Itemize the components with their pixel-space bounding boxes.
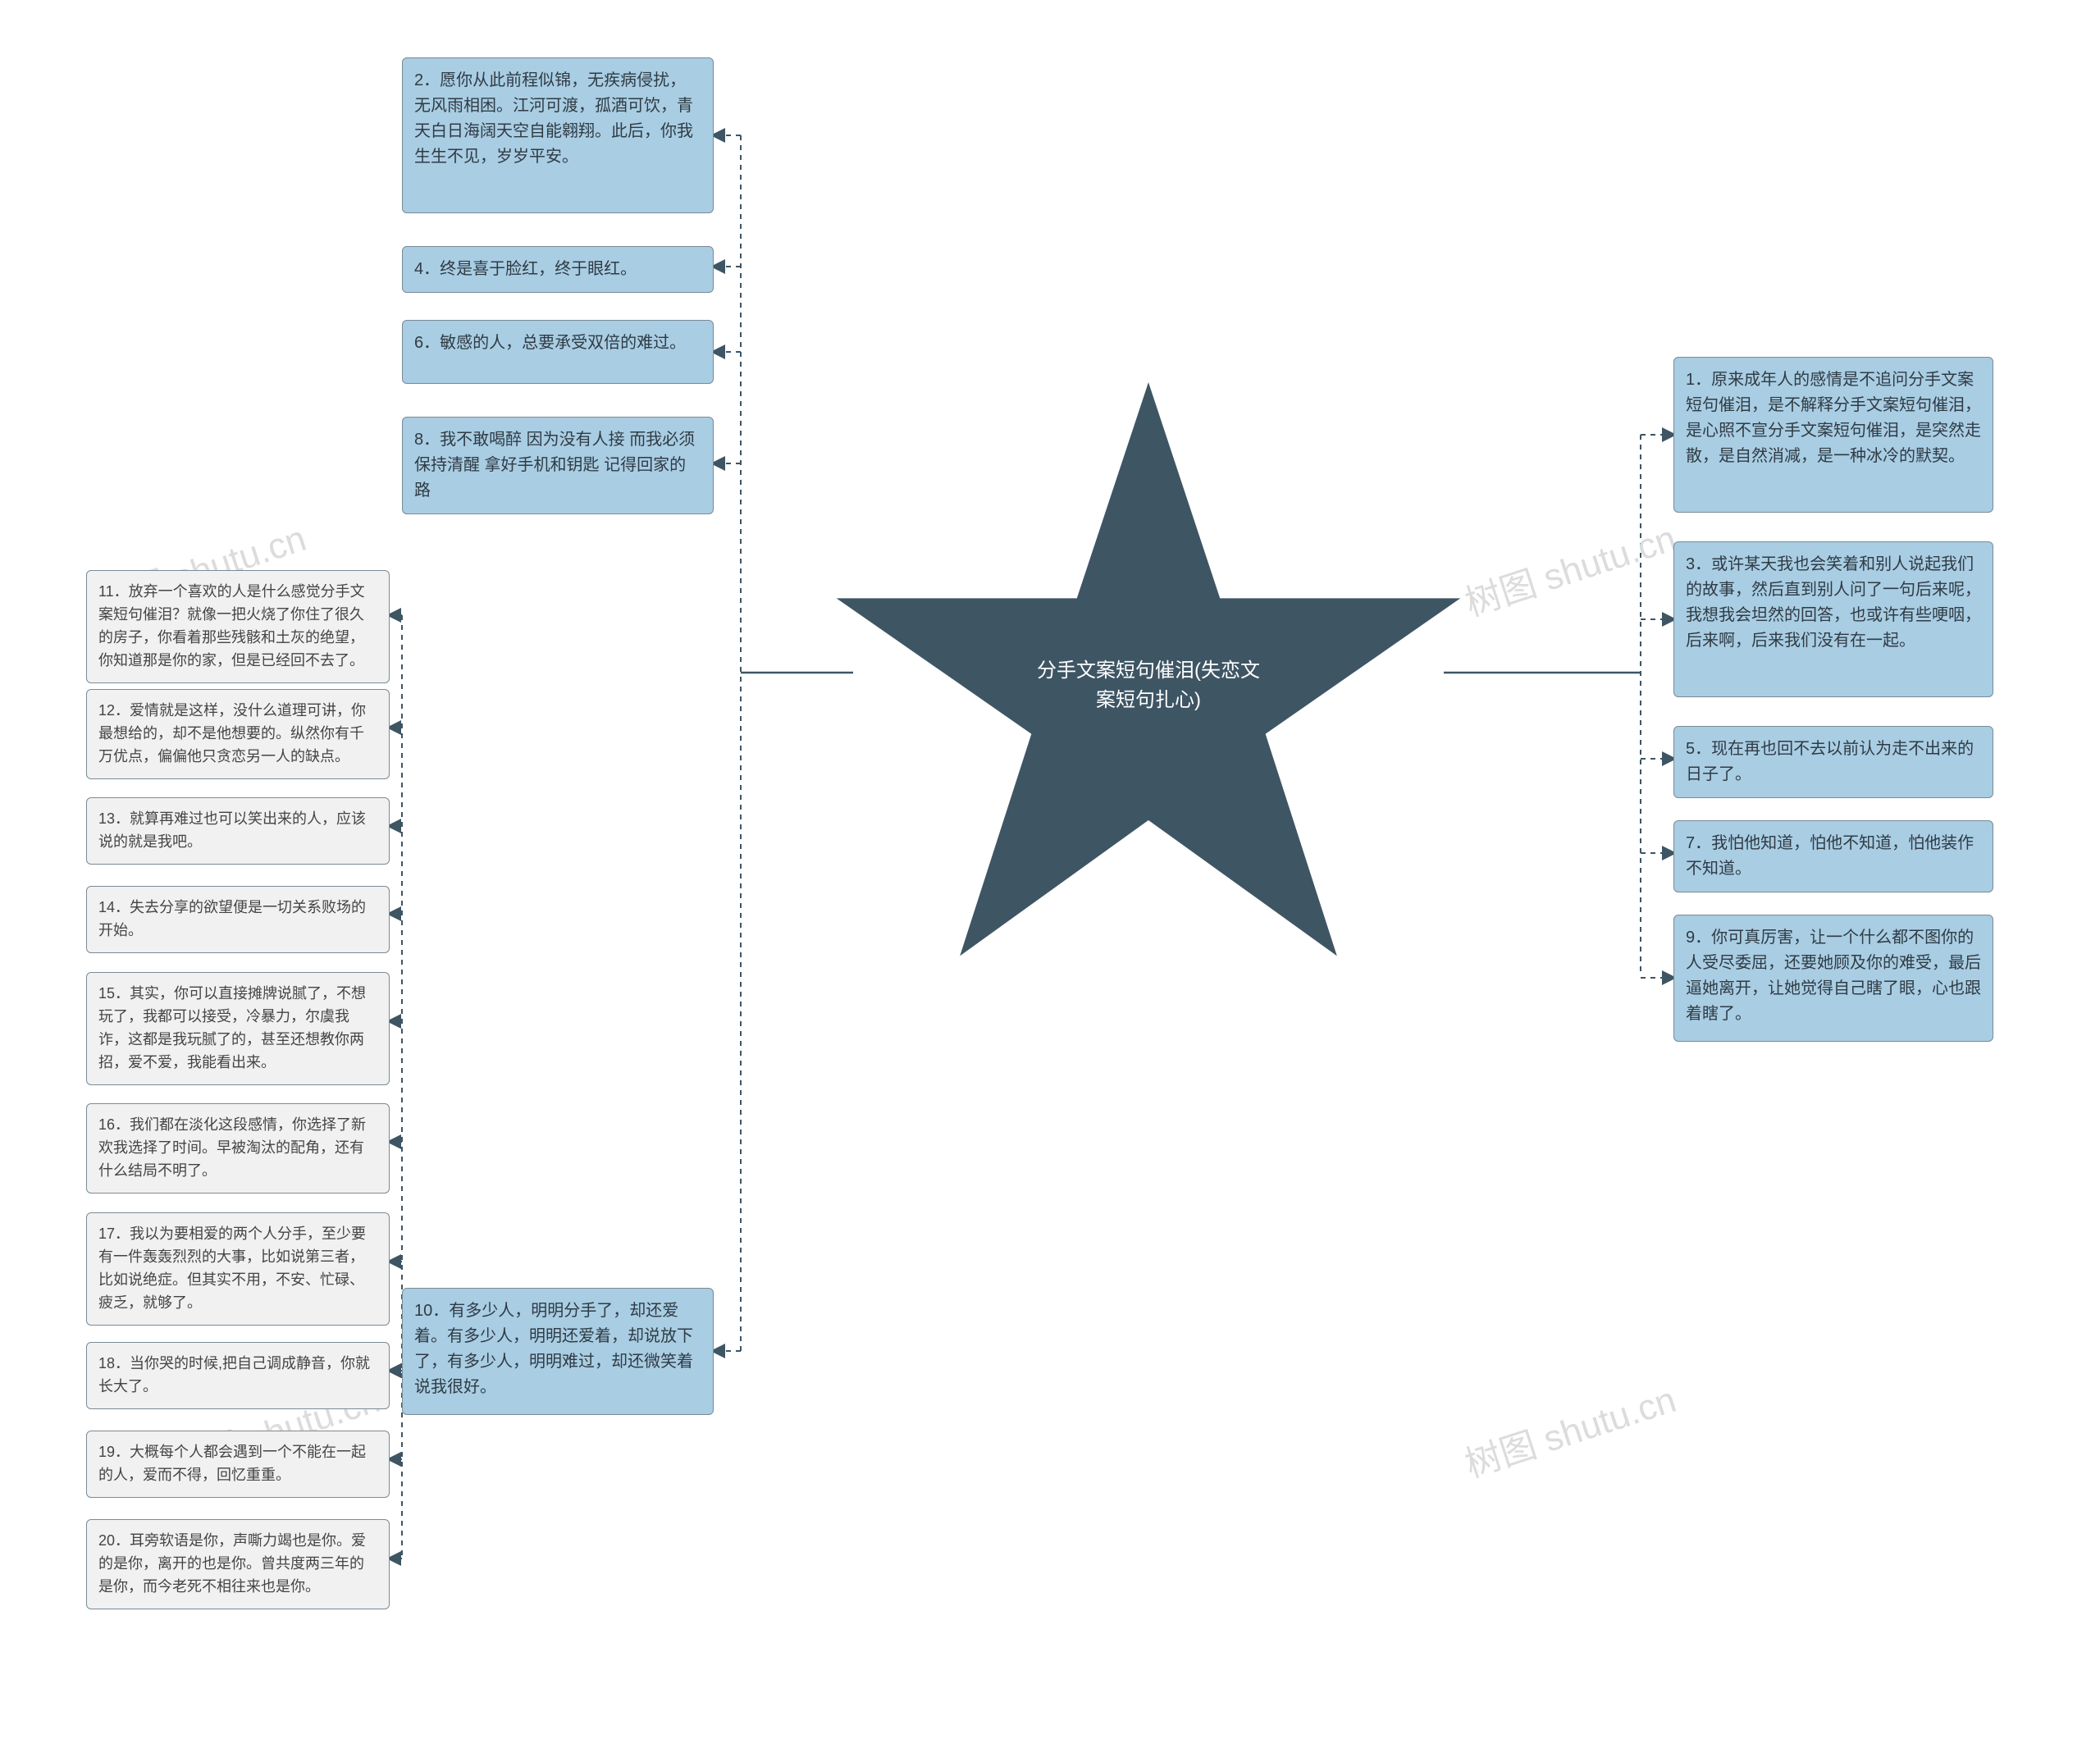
node-g11: 11．放弃一个喜欢的人是什么感觉分手文案短句催泪？就像一把火烧了你住了很久的房子… [86,570,390,683]
node-l10: 10．有多少人，明明分手了，却还爱着。有多少人，明明还爱着，却说放下了，有多少人… [402,1288,714,1415]
node-g15: 15．其实，你可以直接摊牌说腻了，不想玩了，我都可以接受，冷暴力，尔虞我诈，这都… [86,972,390,1085]
center-title: 分手文案短句催泪(失恋文案短句扎心) [1034,656,1263,715]
watermark: 树图 shutu.cn [1458,1370,1682,1487]
node-g18: 18．当你哭的时候,把自己调成静音，你就长大了。 [86,1342,390,1409]
node-r1: 1．原来成年人的感情是不追问分手文案短句催泪，是不解释分手文案短句催泪，是心照不… [1673,357,1993,513]
node-r3: 3．或许某天我也会笑着和别人说起我们的故事，然后直到别人问了一句后来呢，我想我会… [1673,541,1993,697]
node-g14: 14．失去分享的欲望便是一切关系败场的开始。 [86,886,390,953]
node-r5: 5．现在再也回不去以前认为走不出来的日子了。 [1673,726,1993,798]
node-l6: 6．敏感的人，总要承受双倍的难过。 [402,320,714,384]
watermark: 树图 shutu.cn [1458,509,1682,626]
node-r9: 9．你可真厉害，让一个什么都不图你的人受尽委屈，还要她顾及你的难受，最后逼她离开… [1673,915,1993,1042]
node-r7: 7．我怕他知道，怕他不知道，怕他装作不知道。 [1673,820,1993,892]
mindmap-canvas: 分手文案短句催泪(失恋文案短句扎心) 树图 shutu.cn 树图 shutu.c… [0,0,2100,1748]
node-g12: 12．爱情就是这样，没什么道理可讲，你最想给的，却不是他想要的。纵然你有千万优点… [86,689,390,779]
node-l8: 8．我不敢喝醉 因为没有人接 而我必须保持清醒 拿好手机和钥匙 记得回家的路 [402,417,714,514]
node-l4: 4．终是喜于脸红，终于眼红。 [402,246,714,293]
node-g13: 13．就算再难过也可以笑出来的人，应该说的就是我吧。 [86,797,390,865]
node-g19: 19．大概每个人都会遇到一个不能在一起的人，爱而不得，回忆重重。 [86,1431,390,1498]
node-g16: 16．我们都在淡化这段感情，你选择了新欢我选择了时间。早被淘汰的配角，还有什么结… [86,1103,390,1193]
center-star: 分手文案短句催泪(失恋文案短句扎心) [829,369,1468,976]
node-g17: 17．我以为要相爱的两个人分手，至少要有一件轰轰烈烈的大事，比如说第三者，比如说… [86,1212,390,1326]
node-g20: 20．耳旁软语是你，声嘶力竭也是你。爱的是你，离开的也是你。曾共度两三年的是你，… [86,1519,390,1609]
node-l2: 2．愿你从此前程似锦，无疾病侵扰，无风雨相困。江河可渡，孤酒可饮，青天白日海阔天… [402,57,714,213]
